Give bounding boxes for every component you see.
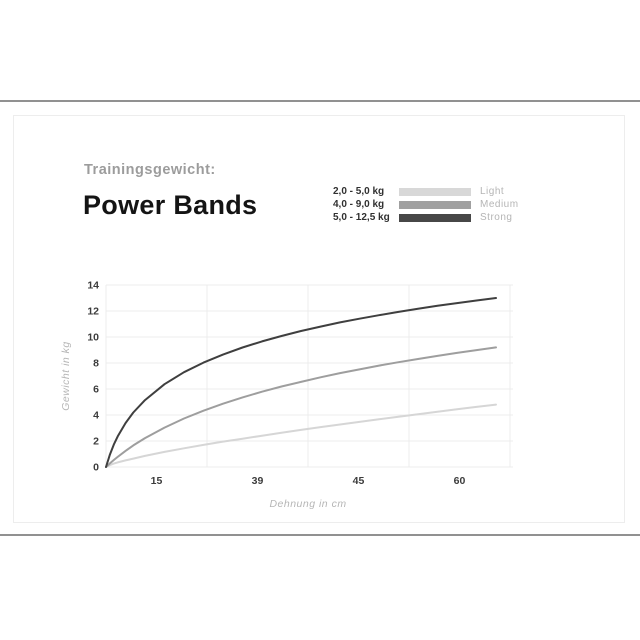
y-axis-tick-label: 2: [93, 436, 99, 448]
x-axis-tick-label: 60: [454, 475, 466, 487]
y-axis-tick-label: 6: [93, 384, 99, 396]
legend-name-label: Strong: [480, 212, 513, 223]
legend-range-label: 5,0 - 12,5 kg: [333, 212, 390, 223]
y-axis-tick-label: 0: [93, 462, 99, 474]
y-axis-tick-label: 14: [87, 280, 99, 292]
x-axis-tick-label: 39: [252, 475, 264, 487]
legend-range-label: 4,0 - 9,0 kg: [333, 199, 385, 210]
legend-name-label: Medium: [480, 199, 519, 210]
legend-name-label: Light: [480, 186, 505, 197]
y-axis-tick-label: 8: [93, 358, 99, 370]
bottom-divider: [0, 534, 640, 536]
curve-light: [105, 403, 497, 468]
page-title: Power Bands: [83, 190, 258, 220]
legend-swatch-medium: [399, 200, 471, 209]
x-axis-tick-label: 15: [151, 475, 163, 487]
y-axis-title: Gewicht in kg: [60, 341, 72, 411]
curve-medium: [105, 346, 497, 468]
y-axis-tick-label: 4: [93, 410, 99, 422]
legend-row-strong: 5,0 - 12,5 kg Strong: [333, 211, 519, 224]
legend-row-medium: 4,0 - 9,0 kg Medium: [333, 198, 519, 211]
top-divider: [0, 100, 640, 102]
legend-swatch-light: [399, 187, 471, 196]
legend-swatch-strong: [399, 213, 471, 222]
y-axis-tick-label: 12: [87, 306, 99, 318]
chart-card: Trainingsgewicht: Power Bands 2,0 - 5,0 …: [13, 115, 625, 523]
x-axis-title: Dehnung in cm: [269, 498, 346, 510]
chart-subtitle: Trainingsgewicht:: [84, 162, 216, 178]
legend-row-light: 2,0 - 5,0 kg Light: [333, 185, 519, 198]
x-axis-tick-label: 45: [353, 475, 365, 487]
y-axis-tick-label: 10: [87, 332, 99, 344]
legend-range-label: 2,0 - 5,0 kg: [333, 186, 385, 197]
curve-strong: [105, 297, 497, 468]
chart-legend: 2,0 - 5,0 kg Light 4,0 - 9,0 kg Medium 5…: [333, 185, 519, 224]
